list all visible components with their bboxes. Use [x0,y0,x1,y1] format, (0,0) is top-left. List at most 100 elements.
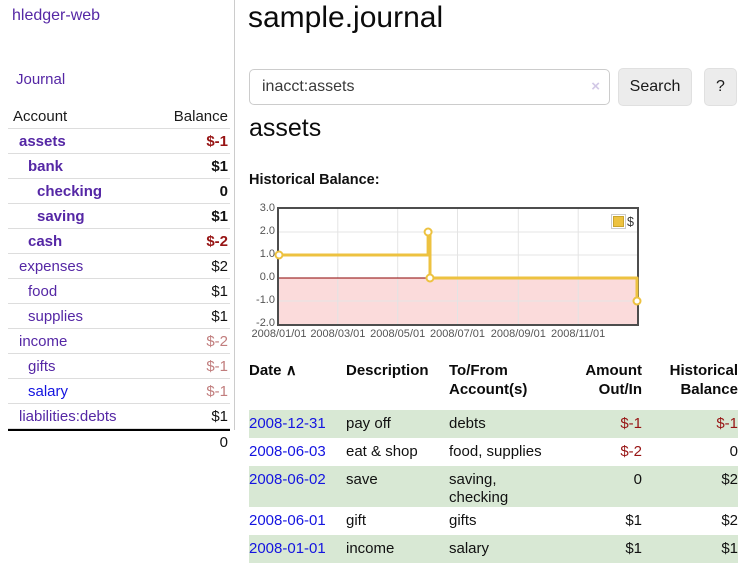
account-row: assets $-1 [8,129,230,154]
account-balance: $-2 [206,232,228,250]
txn-date-link[interactable]: 2008-06-01 [249,512,326,529]
account-row: saving $1 [8,204,230,229]
txn-accounts: food, supplies [449,443,542,460]
sort-asc-icon: ∧ [285,362,297,379]
brand-link[interactable]: hledger-web [12,7,101,24]
txn-accounts: saving, checking [449,471,509,506]
register-row: 2008-12-31 pay off debts $-1 $-1 [249,410,738,438]
txn-date-link[interactable]: 2008-06-02 [249,471,326,488]
x-axis-label: 2008/11/01 [551,328,606,340]
search-button[interactable]: Search [618,68,692,106]
account-balance: $-2 [206,332,228,350]
account-link[interactable]: supplies [28,307,84,325]
account-row: supplies $1 [8,304,230,329]
y-axis-label: -1.0 [256,294,275,306]
txn-amount: $1 [625,512,642,529]
sidebar-item-journal[interactable]: Journal [16,71,66,88]
txn-description: eat & shop [346,443,418,460]
register-heading: assets [249,114,322,142]
account-row: gifts $-1 [8,354,230,379]
account-link[interactable]: saving [37,207,85,225]
historical-balance-chart: $ 3.0 2.0 1.0 0.0 -1.0 -2.0 2008/01/01 2008/03/… [249,200,679,348]
account-row: checking 0 [8,179,230,204]
account-balance: $-1 [206,382,228,400]
y-axis-label: 1.0 [259,248,275,260]
x-axis-label: 2008/09/01 [490,328,546,340]
txn-description: save [346,471,378,488]
account-link[interactable]: cash [28,232,63,250]
register-row: 2008-01-01 income salary $1 $1 [249,535,738,563]
txn-description: income [346,540,395,557]
account-link[interactable]: gifts [28,357,56,375]
chart-legend: $ [611,214,634,229]
account-balance: 0 [219,182,228,200]
account-balance: $1 [211,407,228,425]
account-link[interactable]: expenses [19,257,84,275]
chart-series-svg [274,209,642,324]
sort-by-date-header[interactable]: Date ∧ [249,362,297,379]
account-row: liabilities:debts $1 [8,404,230,429]
accounts-table: Account Balance assets $-1 bank $1 check… [8,104,230,453]
y-axis-label: 3.0 [259,202,275,214]
txn-date-link[interactable]: 2008-06-03 [249,443,326,460]
account-link[interactable]: salary [28,382,69,400]
sidebar-divider [234,0,235,430]
amount-header: Amount Out/In [585,362,642,398]
txn-description: pay off [346,415,391,432]
search-box: × [249,69,610,105]
txn-date-link[interactable]: 2008-01-01 [249,540,326,557]
txn-balance: 0 [729,443,738,460]
help-button[interactable]: ? [704,68,737,106]
register-table: 2008-12-31 pay off debts $-1 $-1 2008-06… [249,410,738,563]
y-axis-label: 2.0 [259,225,275,237]
txn-description: gift [346,512,367,529]
y-axis-label: -2.0 [256,317,275,329]
account-link[interactable]: checking [37,182,103,200]
balance-header: Historical Balance [669,362,738,398]
txn-date-link[interactable]: 2008-12-31 [249,415,326,432]
account-row: salary $-1 [8,379,230,404]
search-input[interactable] [249,69,610,105]
account-link[interactable]: assets [19,132,66,150]
account-row: expenses $2 [8,254,230,279]
x-axis-label: 2008/05/01 [370,328,426,340]
chart-plot-area: $ [274,207,642,326]
balance-column-header: Balance [173,107,228,125]
account-row: food $1 [8,279,230,304]
account-row: bank $1 [8,154,230,179]
account-link[interactable]: liabilities:debts [19,407,117,425]
chart-title: Historical Balance: [249,172,380,188]
register-row: 2008-06-03 eat & shop food, supplies $-2… [249,438,738,466]
account-balance: $1 [211,157,228,175]
clear-search-icon[interactable]: × [591,78,600,95]
account-balance: $-1 [206,357,228,375]
account-link[interactable]: food [28,282,58,300]
description-header: Description [346,362,429,379]
txn-amount: $-1 [620,415,642,432]
account-row: income $-2 [8,329,230,354]
txn-amount: $-2 [620,443,642,460]
txn-accounts: debts [449,415,486,432]
txn-balance: $2 [721,471,738,488]
txn-balance: $1 [721,540,738,557]
txn-amount: $1 [625,540,642,557]
x-axis-label: 2008/01/01 [251,328,307,340]
txn-accounts: salary [449,540,490,557]
account-link[interactable]: income [19,332,68,350]
register-row: 2008-06-02 save saving, checking 0 $2 [249,466,738,507]
legend-swatch-icon [613,216,625,227]
register-row: 2008-06-01 gift gifts $1 $2 [249,507,738,535]
account-link[interactable]: bank [28,157,64,175]
account-balance: $2 [211,257,228,275]
accounts-table-header: Account Balance [8,104,230,129]
account-balance: $1 [211,282,228,300]
accounts-header: To/From Account(s) [449,362,528,398]
txn-balance: $2 [721,512,738,529]
legend-swatch-box [611,214,627,229]
accounts-total-value: 0 [219,433,228,451]
txn-balance: $-1 [716,415,738,432]
account-balance: $-1 [206,132,228,150]
txn-amount: 0 [633,471,642,488]
x-axis-label: 2008/03/01 [310,328,366,340]
